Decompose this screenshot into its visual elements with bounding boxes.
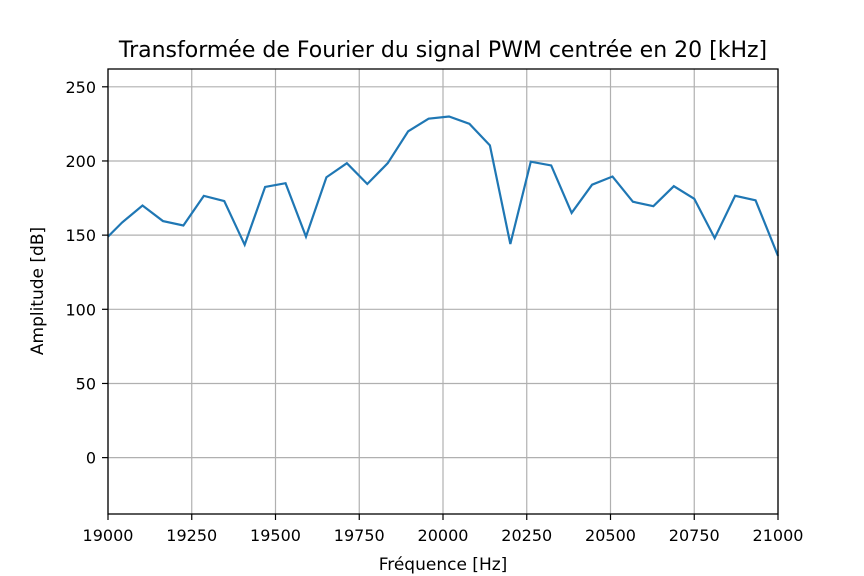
x-tick-label: 19500 [250, 526, 301, 545]
x-tick-label: 20250 [501, 526, 552, 545]
series-line [107, 115, 780, 257]
y-tick-label: 0 [86, 449, 96, 468]
y-tick-label: 50 [76, 374, 96, 393]
x-tick-label: 20500 [585, 526, 636, 545]
x-tick-label: 20000 [418, 526, 469, 545]
x-tick-label: 20750 [669, 526, 720, 545]
chart-title: Transformée de Fourier du signal PWM cen… [118, 38, 767, 63]
x-axis-label: Fréquence [Hz] [379, 555, 508, 575]
y-tick-label: 100 [65, 300, 96, 319]
x-tick-label: 19750 [334, 526, 385, 545]
y-tick-label: 250 [65, 78, 96, 97]
x-tick-label: 19250 [166, 526, 217, 545]
y-tick-label: 200 [65, 152, 96, 171]
x-tick-label: 19000 [83, 526, 134, 545]
y-tick-label: 150 [65, 226, 96, 245]
x-tick-label: 21000 [753, 526, 804, 545]
grid-layer [107, 69, 779, 514]
y-axis-label: Amplitude [dB] [28, 227, 48, 355]
tick-layer: 19000 19250 19500 19750 20000 20250 20500 20750… [65, 78, 803, 545]
